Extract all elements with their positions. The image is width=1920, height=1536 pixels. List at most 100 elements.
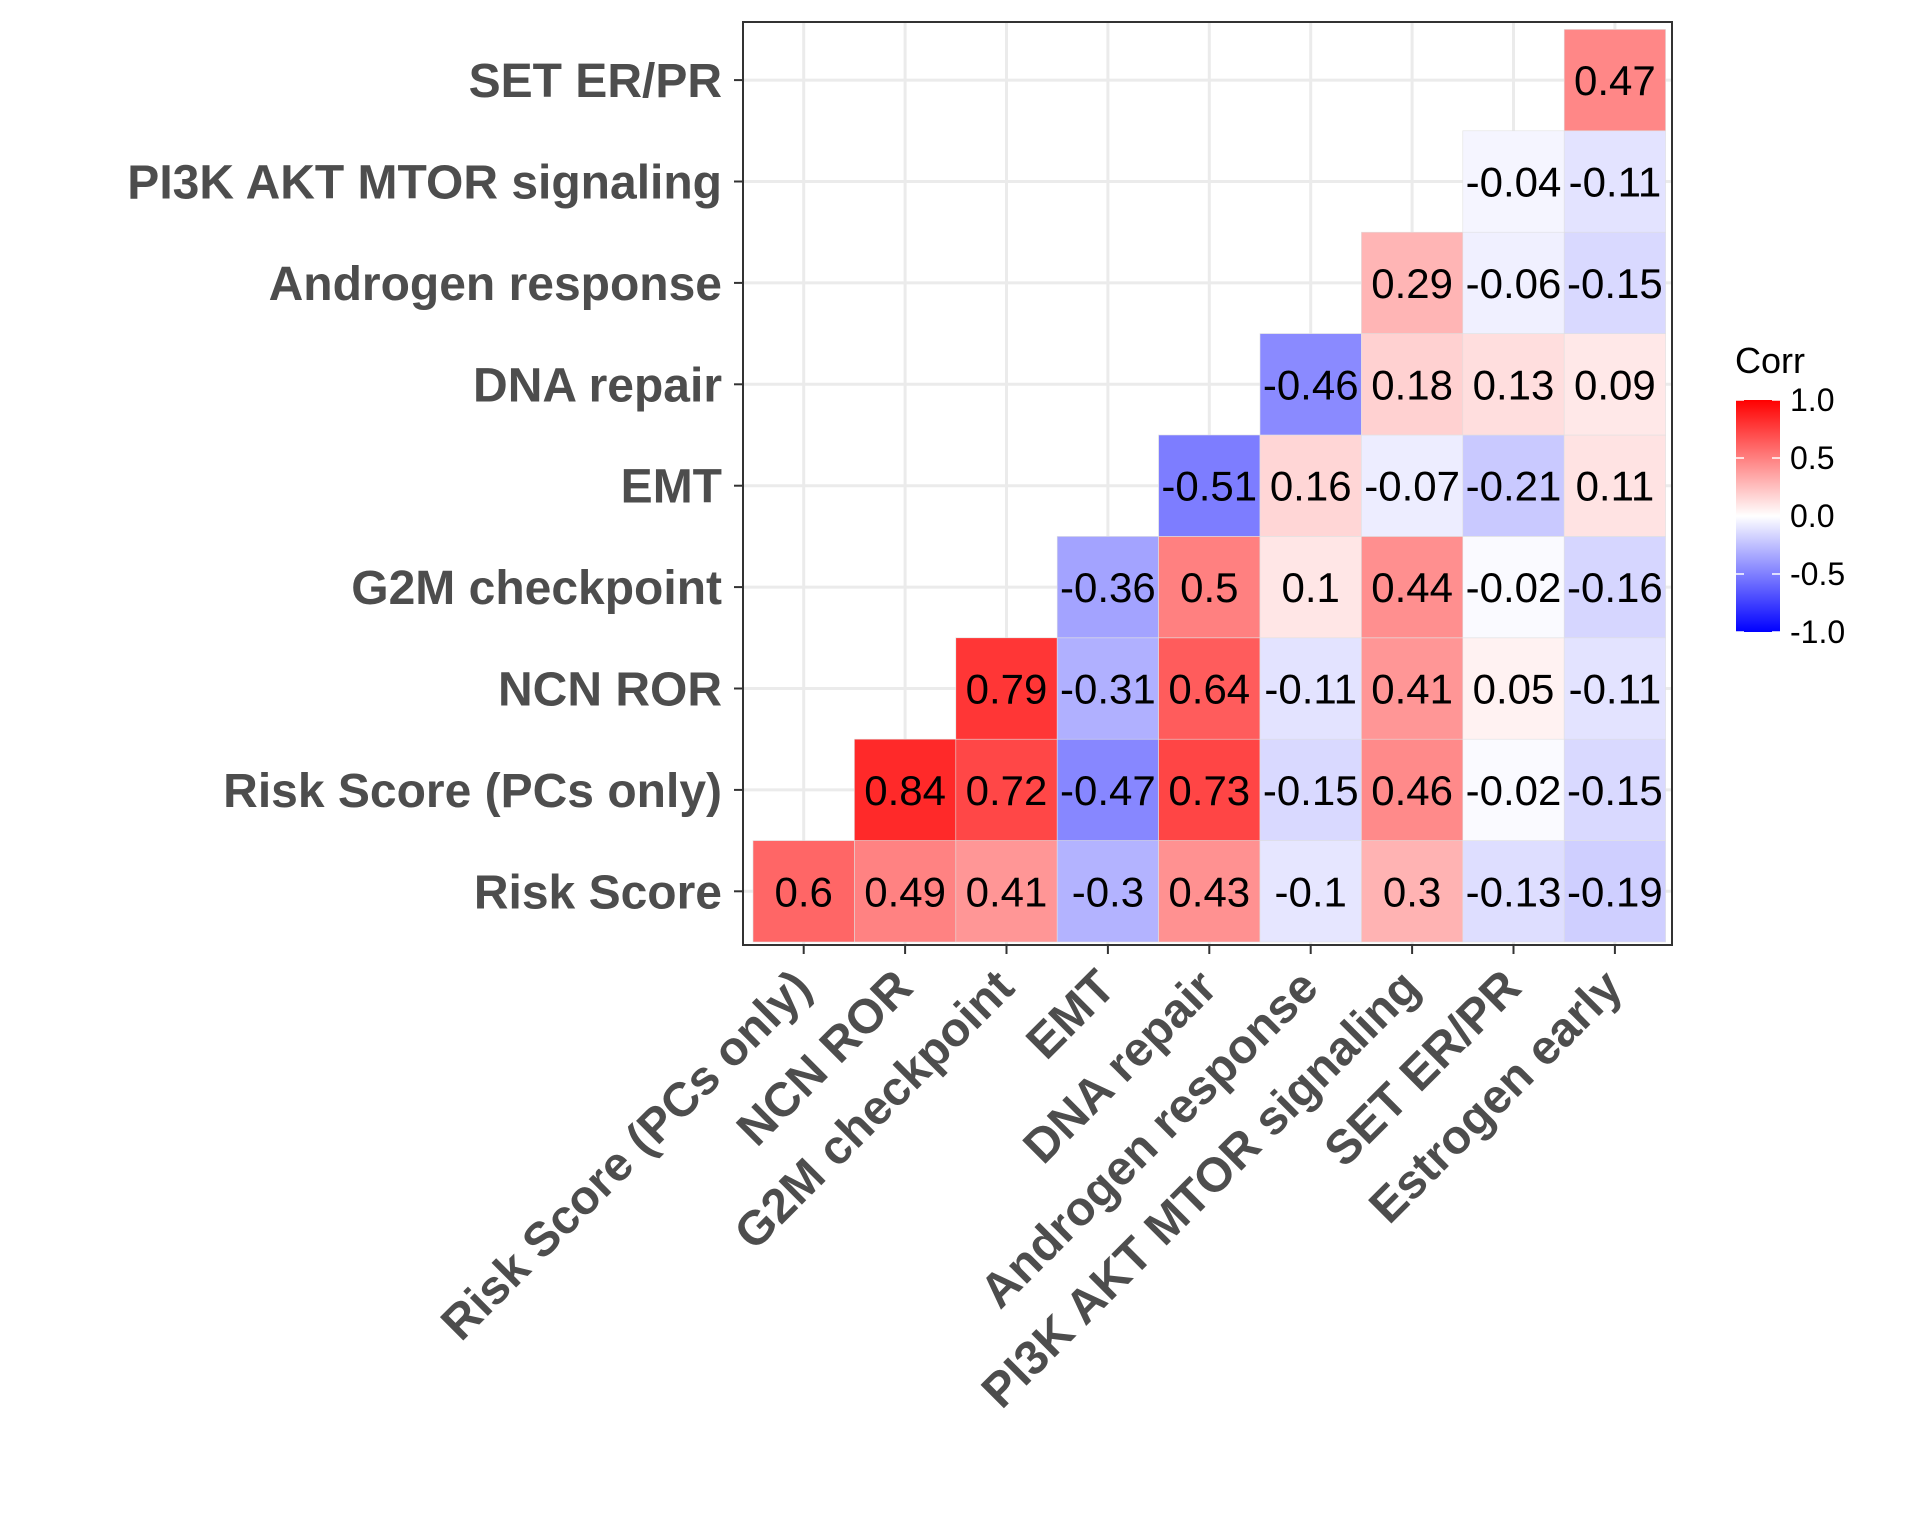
heatmap-cell-label: 0.11 xyxy=(1576,463,1655,510)
heatmap-cell xyxy=(1563,29,1666,132)
heatmap-cell-label: -0.31 xyxy=(1060,666,1156,713)
heatmap-cell xyxy=(955,637,1058,740)
heatmap-cell xyxy=(1259,738,1362,841)
y-axis-label: Risk Score xyxy=(474,866,722,919)
heatmap-cells xyxy=(752,29,1666,943)
heatmap-cell xyxy=(1563,231,1666,334)
heatmap-cell-label: -0.06 xyxy=(1466,260,1562,307)
heatmap-cell-label: 0.16 xyxy=(1270,463,1352,510)
heatmap-cell-label: 0.64 xyxy=(1168,666,1250,713)
heatmap-cell-label: -0.3 xyxy=(1072,868,1144,915)
heatmap-cell-label: -0.02 xyxy=(1466,564,1562,611)
heatmap-cell xyxy=(1462,130,1565,233)
heatmap-cell xyxy=(955,738,1058,841)
y-axis-labels: Risk Score Risk Score (PCs only) NCN ROR G2… xyxy=(127,55,722,919)
heatmap-cell-label: 0.13 xyxy=(1473,361,1555,408)
heatmap-cell-label: -0.15 xyxy=(1567,260,1663,307)
heatmap-cell-label: 0.41 xyxy=(1371,666,1453,713)
heatmap-cell xyxy=(1259,840,1362,943)
heatmap-cell xyxy=(1056,738,1159,841)
heatmap-cell xyxy=(1361,637,1464,740)
heatmap-cell xyxy=(1259,637,1362,740)
heatmap-cell-label: -0.21 xyxy=(1466,463,1562,510)
legend-tick-label: -0.5 xyxy=(1790,556,1845,592)
y-axis-label: NCN ROR xyxy=(498,664,722,717)
heatmap-cell xyxy=(1361,536,1464,639)
heatmap-cell xyxy=(1462,231,1565,334)
heatmap-cell xyxy=(1361,434,1464,537)
panel-border xyxy=(742,21,1673,946)
y-axis-label: EMT xyxy=(621,461,722,514)
heatmap-cell-label: 0.5 xyxy=(1180,564,1238,611)
y-axis-label: PI3K AKT MTOR signaling xyxy=(127,157,722,210)
y-axis-label: G2M checkpoint xyxy=(351,562,722,615)
heatmap-cell-label: -0.1 xyxy=(1275,868,1347,915)
heatmap-cell-label: 0.18 xyxy=(1371,361,1453,408)
heatmap-cell-label: 0.47 xyxy=(1574,57,1656,104)
heatmap-cell-label: 0.1 xyxy=(1282,564,1340,611)
heatmap-cell xyxy=(1361,231,1464,334)
heatmap-cell xyxy=(1259,434,1362,537)
heatmap-cell-label: 0.72 xyxy=(966,767,1048,814)
heatmap-cell xyxy=(1563,637,1666,740)
heatmap-cell-label: 0.46 xyxy=(1371,767,1453,814)
y-axis-label: DNA repair xyxy=(473,359,722,412)
heatmap-cell xyxy=(1158,536,1261,639)
heatmap-cell-label: -0.46 xyxy=(1263,361,1359,408)
heatmap-cell-label: 0.49 xyxy=(864,868,946,915)
heatmap-cell xyxy=(1462,637,1565,740)
heatmap-cell-label: -0.15 xyxy=(1263,767,1359,814)
heatmap-cell-label: -0.11 xyxy=(1569,666,1662,713)
heatmap-cell-labels: 0.6 0.49 0.41 -0.3 0.43 -0.1 0.3 -0.13 -0.19 0.84… xyxy=(775,57,1663,915)
heatmap-cell xyxy=(1056,637,1159,740)
heatmap-cell-label: -0.02 xyxy=(1466,767,1562,814)
heatmap-cell-label: -0.51 xyxy=(1161,463,1257,510)
heatmap-cell xyxy=(1563,840,1666,943)
heatmap-cell xyxy=(1563,536,1666,639)
heatmap-cell xyxy=(1158,434,1261,537)
heatmap-cell xyxy=(1462,536,1565,639)
x-axis-ticks xyxy=(802,945,1616,954)
legend-tick-label: 0.5 xyxy=(1790,440,1834,476)
heatmap-cell-label: 0.79 xyxy=(966,666,1048,713)
heatmap-cell xyxy=(1462,840,1565,943)
heatmap-cell-label: 0.09 xyxy=(1574,361,1656,408)
legend-tick-label: -1.0 xyxy=(1790,614,1845,650)
heatmap-cell xyxy=(1259,333,1362,436)
heatmap-cell-label: 0.73 xyxy=(1168,767,1250,814)
heatmap-cell xyxy=(1563,333,1666,436)
heatmap-cell-label: 0.6 xyxy=(775,868,833,915)
heatmap-cell xyxy=(1259,536,1362,639)
legend-ticks: 1.0 0.5 0.0 -0.5 -1.0 xyxy=(1736,382,1845,650)
heatmap-cell xyxy=(1563,738,1666,841)
y-axis-label: Risk Score (PCs only) xyxy=(223,765,722,818)
heatmap-cell-label: 0.41 xyxy=(966,868,1048,915)
heatmap-cell-label: -0.07 xyxy=(1364,463,1460,510)
y-axis-ticks xyxy=(734,79,743,893)
heatmap-cell-label: 0.05 xyxy=(1473,666,1555,713)
heatmap-cell-label: 0.3 xyxy=(1383,868,1441,915)
heatmap-cell xyxy=(955,840,1058,943)
heatmap-cell-label: -0.13 xyxy=(1466,868,1562,915)
heatmap-cell-label: 0.29 xyxy=(1371,260,1453,307)
heatmap-cell-label: 0.44 xyxy=(1371,564,1453,611)
heatmap-cell-label: 0.84 xyxy=(864,767,946,814)
y-axis-label: SET ER/PR xyxy=(469,55,722,108)
y-axis-label: Androgen response xyxy=(269,258,722,311)
heatmap-cell xyxy=(1462,333,1565,436)
heatmap-cell-label: -0.47 xyxy=(1060,767,1156,814)
heatmap-cell-label: -0.11 xyxy=(1264,666,1357,713)
heatmap-cell xyxy=(1158,840,1261,943)
legend-tick-label: 0.0 xyxy=(1790,498,1834,534)
heatmap-cell-label: -0.04 xyxy=(1466,159,1562,206)
heatmap-cell xyxy=(1056,536,1159,639)
color-legend: Corr 1.0 0.5 0.0 -0.5 -1.0 xyxy=(1735,340,1845,650)
heatmap-cell xyxy=(1158,738,1261,841)
heatmap-cell xyxy=(1361,738,1464,841)
legend-tick-label: 1.0 xyxy=(1790,382,1834,418)
heatmap-cell-label: -0.15 xyxy=(1567,767,1663,814)
heatmap-cell-label: -0.11 xyxy=(1569,159,1662,206)
heatmap-cell xyxy=(1563,434,1666,537)
